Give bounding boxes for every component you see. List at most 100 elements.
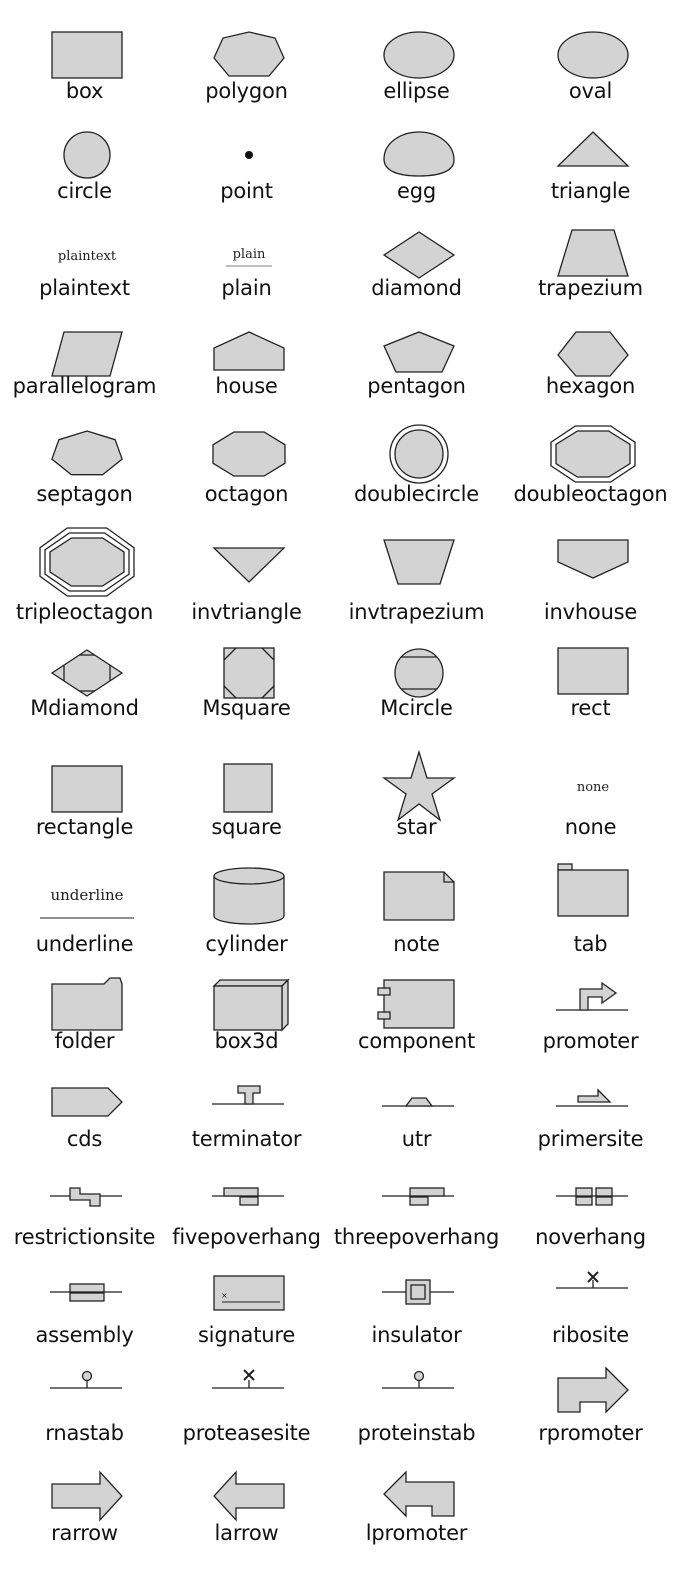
cylinder-shape-icon	[213, 867, 285, 925]
shape-cell-fivepoverhang: fivepoverhang	[162, 1170, 331, 1269]
signature-shape-icon: ×	[213, 1275, 285, 1311]
shape-cell-proteasesite: proteasesite	[162, 1364, 331, 1465]
shape-label: component	[357, 1029, 475, 1053]
shape-cell-triangle: triangle	[506, 118, 675, 223]
shape-cell-terminator: terminator	[162, 1072, 331, 1171]
svg-text:×: ×	[221, 1291, 228, 1300]
proteinstab-shape-icon	[382, 1370, 454, 1389]
shape-label: egg	[397, 179, 436, 203]
shape-cell-restrictionsite: restrictionsite	[0, 1170, 169, 1269]
shape-label: triangle	[550, 179, 631, 203]
egg-shape-icon	[383, 131, 455, 177]
shape-cell-egg: egg	[332, 118, 501, 223]
shape-cell-invhouse: invhouse	[506, 526, 675, 644]
shape-label: rarrow	[51, 1521, 118, 1545]
shape-cell-none: none none	[506, 748, 675, 859]
tripleoctagon-shape-icon	[39, 527, 135, 597]
shape-label: insulator	[371, 1323, 462, 1347]
shape-cell-ribosite: ribosite	[506, 1266, 675, 1367]
shape-label: assembly	[35, 1323, 134, 1347]
shape-label: pentagon	[367, 374, 466, 398]
star-shape-icon	[382, 749, 456, 822]
shape-label: invhouse	[543, 600, 638, 624]
shape-cell-house: house	[162, 318, 331, 418]
shape-label: Msquare	[202, 696, 291, 720]
utr-shape-icon	[382, 1097, 454, 1107]
shape-cell-Mcircle: Mcircle	[332, 640, 501, 740]
shape-cell-proteinstab: proteinstab	[332, 1364, 501, 1465]
shape-cell-point: point	[162, 118, 331, 223]
shape-label: rnastab	[45, 1421, 124, 1445]
insulator-shape-icon	[382, 1279, 454, 1305]
septagon-shape-icon	[51, 430, 123, 476]
parallelogram-shape-icon	[51, 331, 123, 377]
shape-cell-promoter: promoter	[506, 972, 675, 1073]
shape-label: fivepoverhang	[172, 1225, 321, 1249]
shape-cell-Mdiamond: Mdiamond	[0, 640, 169, 740]
shape-cell-tab: tab	[506, 862, 675, 976]
shape-cell-note: note	[332, 862, 501, 976]
shape-label: octagon	[204, 482, 289, 506]
restrictionsite-shape-icon	[50, 1187, 122, 1207]
shape-cell-utr: utr	[332, 1072, 501, 1171]
shape-cell-septagon: septagon	[0, 418, 169, 526]
shape-label: signature	[197, 1323, 296, 1347]
threepoverhang-shape-icon	[382, 1187, 454, 1206]
shape-cell-parallelogram: parallelogram	[0, 318, 169, 418]
assembly-shape-icon	[50, 1283, 122, 1302]
ribosite-shape-icon	[556, 1271, 628, 1289]
shape-label: invtriangle	[191, 600, 302, 624]
promoter-shape-icon	[556, 981, 628, 1011]
shape-label: proteasesite	[182, 1421, 311, 1445]
rnastab-shape-icon	[50, 1370, 122, 1389]
shape-cell-circle: circle	[0, 118, 169, 223]
tab-shape-icon	[557, 863, 629, 917]
shape-cell-doubleoctagon: doubleoctagon	[506, 418, 675, 526]
Mdiamond-shape-icon	[50, 649, 124, 697]
shape-label: rect	[570, 696, 611, 720]
note-shape-icon	[383, 871, 455, 921]
shape-label: oval	[568, 79, 613, 103]
pentagon-shape-icon	[383, 331, 455, 373]
shape-label: none	[564, 815, 617, 839]
shape-label: box3d	[214, 1029, 279, 1053]
shape-cell-diamond: diamond	[332, 218, 501, 320]
shape-label: septagon	[36, 482, 133, 506]
shape-label: note	[393, 932, 440, 956]
shape-label: rectangle	[35, 815, 134, 839]
shape-cell-plain: plain plain	[162, 218, 331, 320]
shape-cell-rarrow: rarrow	[0, 1466, 169, 1565]
shape-cell-pentagon: pentagon	[332, 318, 501, 418]
svg-text:plain: plain	[233, 247, 266, 262]
shape-label: rpromoter	[538, 1421, 643, 1445]
shape-cell-oval: oval	[506, 18, 675, 123]
doubleoctagon-shape-icon	[550, 425, 636, 483]
shape-cell-underline: underline underline	[0, 862, 169, 976]
shape-cell-box3d: box3d	[162, 972, 331, 1073]
triangle-shape-icon	[556, 131, 630, 167]
fivepoverhang-shape-icon	[212, 1187, 284, 1206]
house-shape-icon	[213, 331, 285, 371]
shape-label: plain	[221, 276, 272, 300]
shape-label: parallelogram	[12, 374, 157, 398]
shape-cell-box: box	[0, 18, 169, 123]
none-shape-icon: none	[577, 780, 610, 795]
shape-label: plaintext	[39, 276, 130, 300]
shape-cell-invtrapezium: invtrapezium	[332, 526, 501, 644]
oval-shape-icon	[557, 31, 629, 79]
shape-cell-trapezium: trapezium	[506, 218, 675, 320]
invtrapezium-shape-icon	[383, 539, 455, 585]
shape-cell-folder: folder	[0, 972, 169, 1073]
proteasesite-shape-icon	[212, 1369, 284, 1389]
shape-label: point	[220, 179, 273, 203]
shape-label: cylinder	[205, 932, 288, 956]
shape-label: cds	[66, 1127, 103, 1151]
shape-label: trapezium	[538, 276, 643, 300]
shape-label: invtrapezium	[348, 600, 485, 624]
doublecircle-shape-icon	[389, 424, 449, 484]
shape-cell-primersite: primersite	[506, 1072, 675, 1171]
shape-label: doubleoctagon	[513, 482, 668, 506]
shape-cell-rnastab: rnastab	[0, 1364, 169, 1465]
shape-label: restrictionsite	[13, 1225, 156, 1249]
trapezium-shape-icon	[557, 229, 629, 277]
